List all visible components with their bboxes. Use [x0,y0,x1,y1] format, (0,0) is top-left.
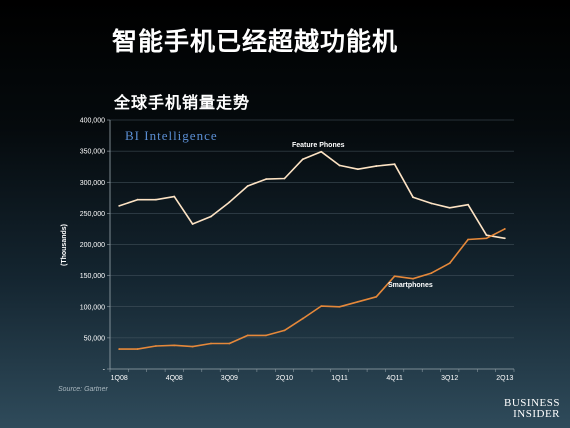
feature-phones-point [136,198,139,201]
y-tick-label: 300,000 [80,180,105,187]
y-tick-label: 400,000 [80,118,105,125]
feature-phones-point [265,178,267,181]
smartphones-point [448,262,451,265]
chart-title: 全球手机销量走势 [114,93,251,112]
smartphones-point [375,295,378,298]
y-tick-label: - [103,367,106,374]
smartphones-annotation: Smartphones [388,282,433,289]
source-note: Source: Gartner [58,386,108,393]
smartphones-point [118,348,121,350]
feature-phones-line [118,150,505,240]
feature-phones-point [118,205,121,207]
feature-phones-point [430,202,433,205]
feature-phones-point [210,215,212,218]
smartphones-point [467,238,469,241]
smartphones-point [301,317,304,320]
y-tick-label: 50,000 [84,335,106,342]
smartphones-point [357,300,359,303]
y-tick-label: 100,000 [80,304,105,311]
smartphones-point [485,237,488,240]
bi-intelligence-watermark: BI Intelligence [125,128,218,143]
smartphones-point [283,329,286,332]
smartphones-point [338,305,341,308]
y-tick-label: 350,000 [80,149,105,156]
y-tick-label: 150,000 [80,273,105,280]
feature-phones-annotation: Feature Phones [292,142,345,149]
smartphones-point [246,334,249,337]
smartphones-point [320,305,323,308]
feature-phones-point [412,196,414,199]
feature-phones-point [283,177,286,180]
smartphones-point [191,345,194,348]
feature-phones-point [338,164,341,167]
feature-phones-point [503,237,506,240]
x-tick-label: 3Q09 [221,375,238,382]
brand-line-1: BUSINESS [504,397,560,409]
x-tick-label: 2Q10 [276,375,293,382]
feature-phones-point [375,165,378,167]
x-tick-label: 4Q11 [386,375,403,382]
smartphones-point [503,228,506,230]
feature-phones-point [320,150,323,153]
series-lines [118,150,506,350]
smartphones-point [136,348,139,350]
feature-phones-point [393,163,396,166]
feature-phones-point [301,158,304,161]
smartphones-point [210,342,212,345]
business-insider-logo: BUSINESS INSIDER [504,398,560,420]
feature-phones-point [155,198,157,201]
smartphones-point [173,344,176,347]
feature-phones-point [467,203,469,206]
feature-phones-point [246,185,249,187]
y-tick-label: 200,000 [80,242,105,249]
brand-line-2: INSIDER [513,408,560,420]
smartphones-point [228,342,231,345]
smartphones-point [155,345,157,347]
gridlines [110,119,514,339]
smartphones-point [412,277,414,280]
feature-phones-point [173,195,176,198]
feature-phones-point [485,234,488,237]
smartphones-point [265,334,267,337]
smartphones-line [119,228,506,350]
feature-phones-point [228,201,231,204]
smartphones-point [393,275,396,278]
smartphones-point [430,272,433,275]
y-axis-label: (Thousands) [61,224,68,266]
x-tick-label: 1Q08 [111,375,128,382]
y-tick-label: 250,000 [80,211,105,218]
axes [107,119,515,372]
x-tick-label: 4Q08 [166,375,183,382]
x-tick-label: 3Q12 [441,375,458,382]
feature-phones-point [448,206,451,209]
slide-title: 智能手机已经超越功能机 [112,27,399,56]
x-tick-label: 2Q13 [496,375,513,382]
feature-phones-point [357,168,359,171]
x-tick-label: 1Q11 [331,375,348,382]
tick-labels: - 50,000 100,000 150,000 200,000 250,000 300,0… [80,118,514,383]
feature-phones-point [191,223,194,225]
